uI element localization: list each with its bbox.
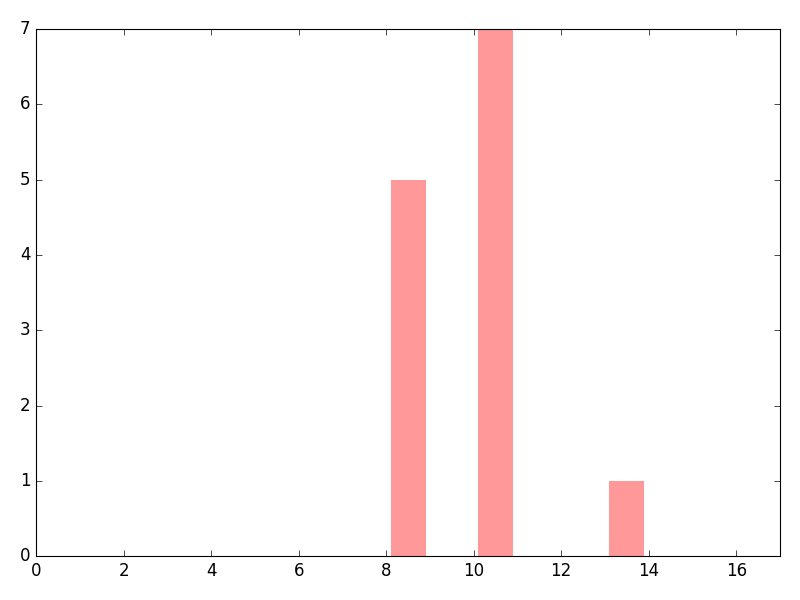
Bar bbox=[610, 481, 644, 556]
Bar bbox=[390, 179, 426, 556]
Bar bbox=[478, 29, 513, 556]
